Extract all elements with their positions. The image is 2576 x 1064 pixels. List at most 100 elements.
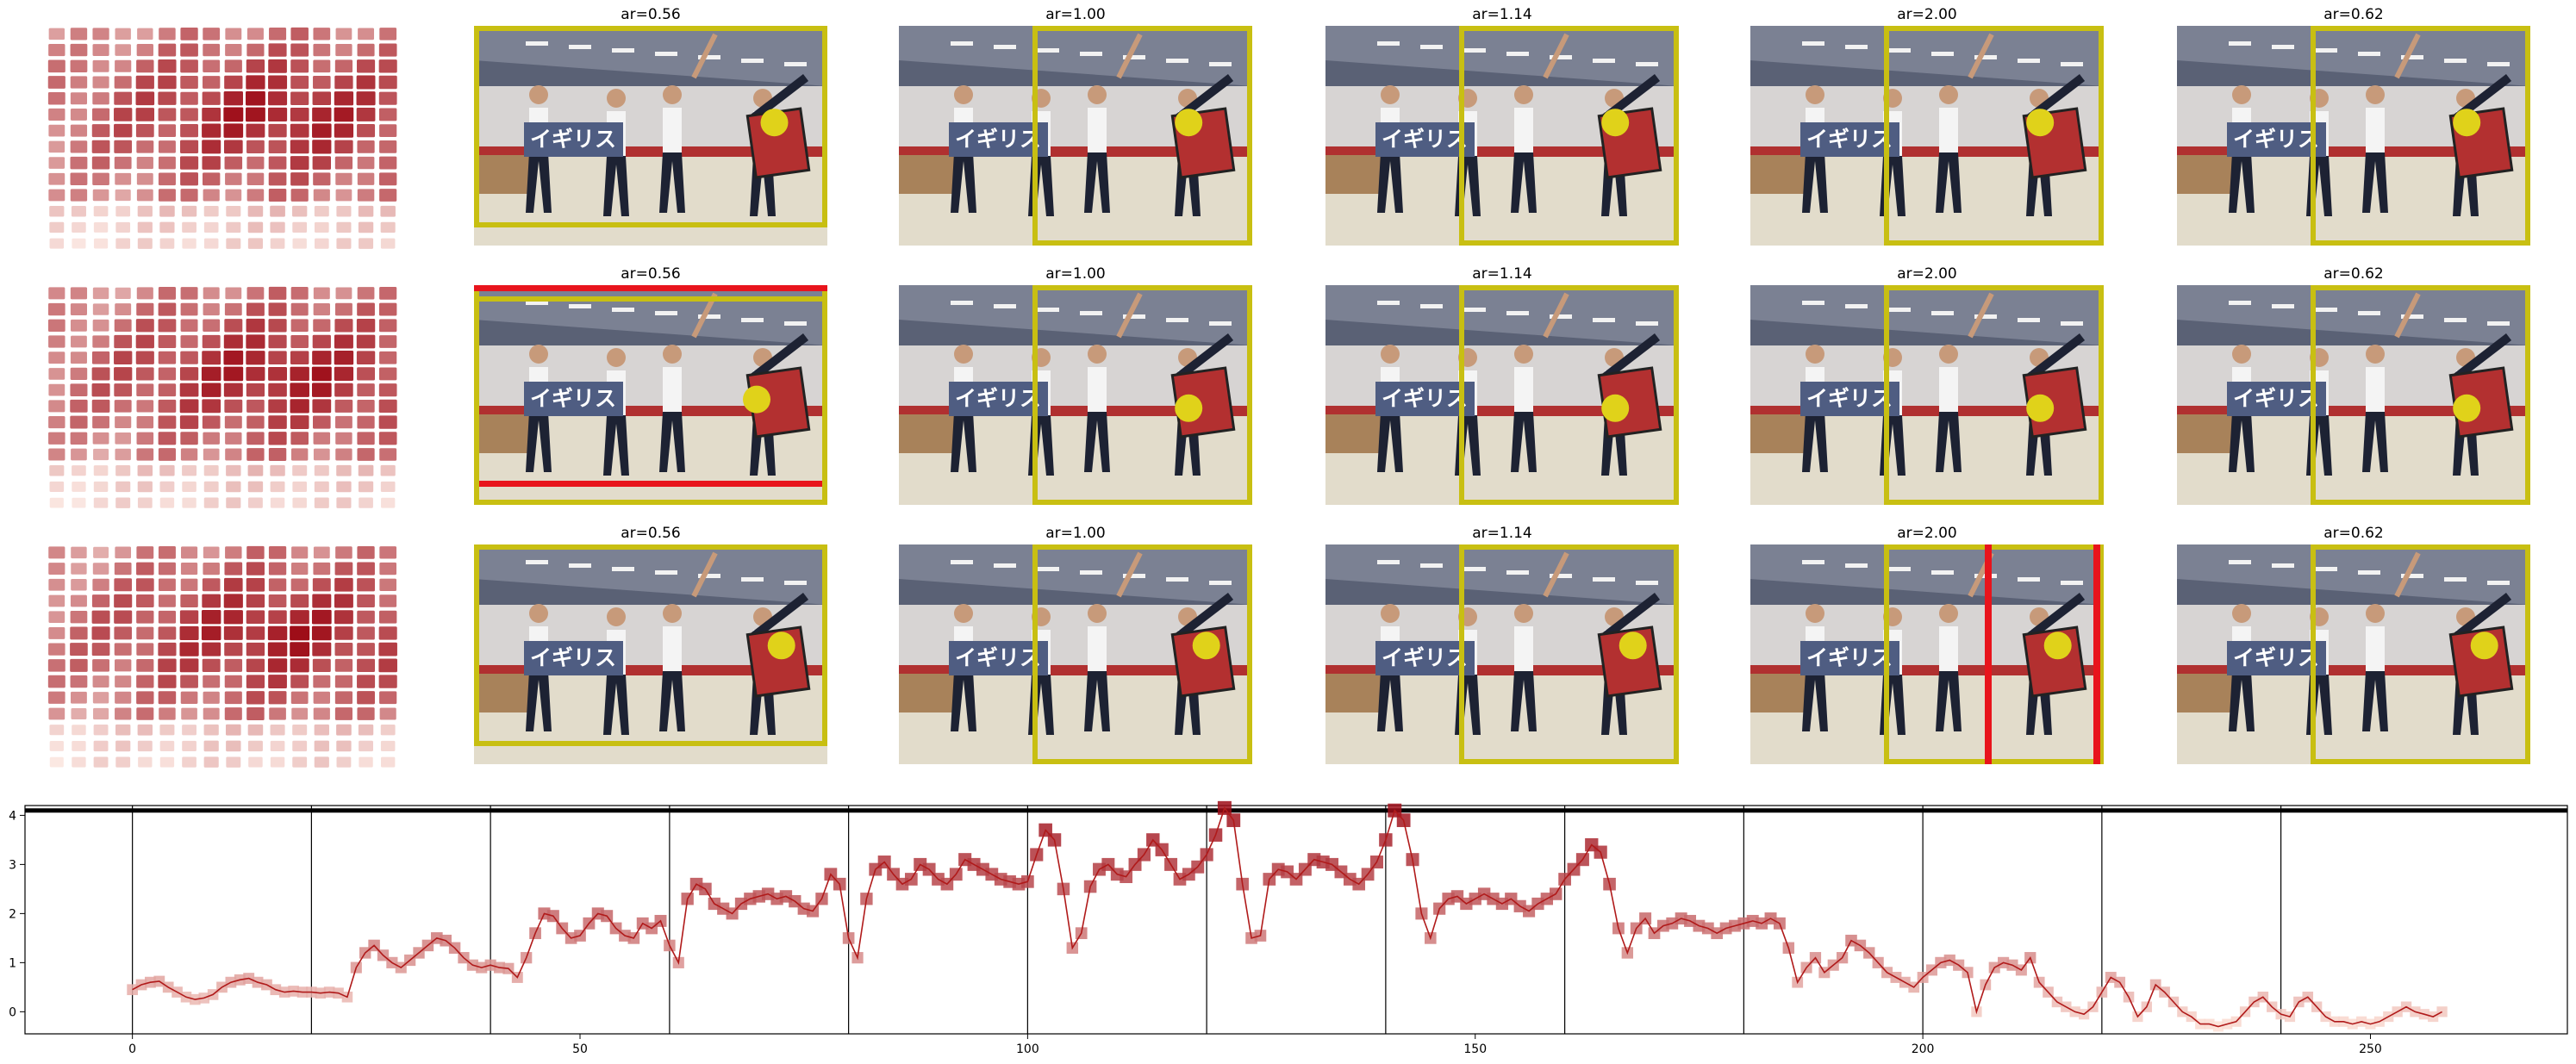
box — [899, 674, 959, 712]
ceiling-light — [2229, 301, 2251, 305]
heatmap-cell — [180, 302, 198, 316]
banner-text: イギリス — [1806, 127, 1893, 152]
heatmap-cell — [336, 740, 352, 752]
heatmap-cell — [92, 189, 109, 202]
heatmap-cell — [223, 383, 243, 397]
heatmap-cell — [47, 91, 65, 105]
photo-panel: イギリス ar=1.14 — [1325, 525, 1679, 764]
ceiling-light — [655, 52, 677, 56]
heatmap-cell — [357, 367, 376, 381]
heatmap-cell — [356, 108, 376, 121]
heatmap-cell — [290, 319, 309, 333]
heatmap-cell — [379, 172, 397, 186]
heatmap-cell — [70, 611, 88, 624]
heatmap-cell — [378, 43, 397, 57]
heatmap-cell — [93, 206, 109, 217]
heatmap-cell — [314, 497, 329, 508]
heatmap-cell — [203, 28, 221, 40]
heatmap-cell — [181, 205, 197, 217]
ceiling-panel — [1750, 285, 2104, 345]
heatmap-cell — [378, 610, 397, 624]
banner-text: イギリス — [2233, 386, 2319, 411]
yellow-disc-marker — [2453, 394, 2481, 422]
ceiling-light — [2229, 41, 2251, 46]
heatmap-cell — [290, 334, 309, 349]
heatmap-cell — [158, 287, 176, 300]
heatmap-cell — [247, 221, 264, 233]
heatmap-cell — [335, 287, 352, 300]
heatmap-cell — [203, 43, 221, 57]
person-shirt — [663, 108, 682, 152]
heatmap-cell — [290, 140, 309, 154]
ceiling-panel — [899, 26, 1252, 86]
heatmap-cell — [180, 27, 198, 40]
heatmap-cell — [180, 189, 198, 202]
heatmap-cell — [49, 221, 65, 233]
ceiling-light — [1845, 45, 1868, 49]
banner-text: イギリス — [530, 645, 616, 670]
heatmap-cell — [48, 707, 65, 720]
heatmap-cell — [334, 399, 353, 413]
heatmap-cell — [203, 59, 221, 73]
heatmap-cell — [203, 562, 220, 576]
heatmap-cell — [268, 399, 287, 414]
series-line — [132, 806, 2442, 1028]
heatmap-cell — [179, 399, 199, 414]
heatmap-cell — [71, 691, 87, 704]
attention-heatmap — [47, 27, 397, 249]
heatmap-cell — [357, 43, 375, 57]
heatmap-cell — [223, 610, 243, 625]
heatmap-cell — [202, 658, 221, 672]
heatmap-cell — [115, 432, 131, 445]
person-legs — [1936, 671, 1962, 731]
heatmap-cell — [70, 352, 87, 364]
heatmap-cell — [115, 740, 131, 752]
heatmap-cell — [268, 610, 287, 625]
heatmap-cell — [268, 43, 287, 57]
panel-title: ar=1.14 — [1472, 265, 1532, 283]
photo-panel: イギリス ar=2.00 — [1750, 525, 2104, 764]
heatmap-cell — [357, 415, 375, 429]
banner-text: イギリス — [2233, 127, 2319, 152]
person-head — [607, 607, 626, 626]
heatmap-cell — [314, 740, 329, 752]
ceiling-light — [1420, 563, 1443, 568]
person-legs — [1377, 152, 1403, 213]
heatmap-cell — [380, 740, 396, 751]
yellow-bbox — [1459, 544, 1679, 764]
heatmap-cell — [70, 675, 88, 688]
heatmap-cell — [182, 497, 196, 508]
heatmap-cell — [378, 399, 397, 414]
heatmap-cell — [179, 383, 199, 397]
heatmap-cell — [136, 383, 154, 396]
heatmap-cell — [224, 156, 243, 170]
heatmap-cell — [356, 334, 376, 349]
heatmap-cell — [115, 464, 131, 476]
heatmap-cell — [179, 658, 199, 673]
heatmap-cell — [203, 238, 219, 249]
heatmap-cell — [70, 189, 88, 202]
heatmap-cell — [203, 497, 219, 508]
line-chart: 0 50 100 150 200 250 0 1 2 3 4 — [9, 800, 2568, 1056]
yellow-bbox — [2311, 285, 2530, 505]
heatmap-cell — [158, 432, 177, 445]
heatmap-cell — [71, 546, 87, 559]
heatmap-cell — [267, 625, 288, 641]
banner — [524, 382, 623, 416]
ceiling-light — [951, 41, 973, 46]
person-head — [663, 85, 682, 104]
ceiling-light — [1080, 52, 1102, 56]
ceiling-light — [612, 48, 634, 53]
photo-panel: イギリス ar=1.00 — [899, 6, 1252, 246]
ceiling-light — [526, 41, 548, 46]
heatmap-cell — [158, 140, 176, 153]
heatmap-cell — [313, 28, 331, 40]
heatmap-cell — [158, 578, 176, 592]
heatmap-cell — [201, 366, 221, 382]
x-tick-label: 200 — [1912, 1042, 1935, 1056]
heatmap-cell — [357, 562, 375, 576]
photo-content: イギリス — [1325, 544, 1679, 764]
yellow-disc-marker — [1175, 109, 1203, 137]
heatmap-cell — [292, 481, 308, 493]
heatmap-cell — [335, 448, 352, 461]
